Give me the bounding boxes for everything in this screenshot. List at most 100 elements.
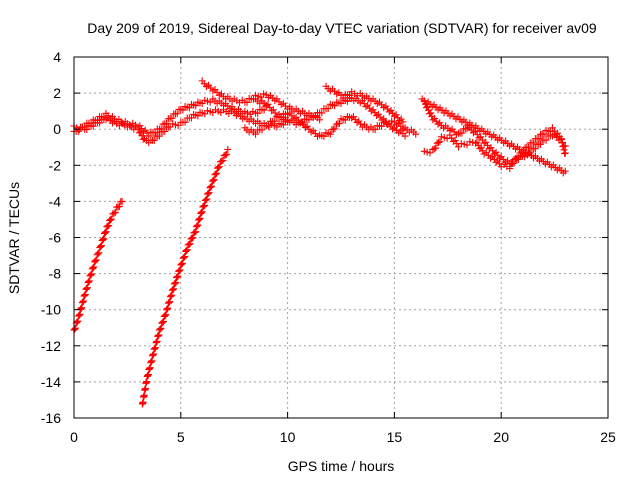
data-point [176,266,184,274]
data-point [412,130,420,138]
data-point [101,230,109,238]
data-point [166,298,174,306]
data-point [155,331,163,339]
data-point [364,101,372,109]
data-point [111,208,119,216]
y-tick-label: 4 [53,49,61,65]
data-point [154,332,162,340]
data-point [192,223,200,231]
data-point [134,123,142,131]
data-point [367,107,375,115]
data-point [376,113,384,121]
y-tick-label: -6 [49,230,62,246]
data-point [194,221,202,229]
data-point [179,106,187,114]
data-point [163,305,171,313]
x-tick-label: 25 [600,429,616,445]
data-point [100,235,108,243]
data-point [208,182,216,190]
data-point [146,365,154,373]
data-point [151,344,159,352]
data-point [170,285,178,293]
series-5 [198,77,324,124]
data-point [224,145,232,153]
data-point [189,234,197,242]
data-point [165,298,173,306]
data-point [175,267,183,275]
data-point [542,136,550,144]
data-point [436,138,444,146]
chart-title: Day 209 of 2019, Sidereal Day-to-day VTE… [87,20,597,36]
data-point [168,114,176,122]
data-point [75,311,83,319]
data-point [341,116,349,124]
data-point [89,264,97,272]
data-point [271,117,279,125]
data-point [199,203,207,211]
data-point [178,259,186,267]
data-point [110,209,118,217]
data-point [76,310,84,318]
data-point [175,267,183,275]
data-point [162,311,170,319]
x-axis-label: GPS time / hours [288,458,395,474]
data-point [163,119,171,127]
data-point [537,140,545,148]
x-tick-label: 10 [280,429,296,445]
data-point [554,129,562,137]
y-tick-label: -10 [41,302,61,318]
data-point [150,350,158,358]
data-point [185,104,193,112]
data-point [85,278,93,286]
data-point [103,223,111,231]
data-point [88,265,96,273]
data-point [178,260,186,268]
data-point [164,299,172,307]
data-point [118,197,126,205]
data-point [535,135,543,143]
data-point [210,176,218,184]
data-point [141,126,149,134]
data-point [144,371,152,379]
data-point [371,126,379,134]
data-point [277,114,285,122]
data-point [223,150,231,158]
data-point [115,202,123,210]
data-point [173,274,181,282]
data-point [149,351,157,359]
data-point [362,103,370,111]
data-point [446,131,454,139]
data-point [298,118,306,126]
data-point [85,277,93,285]
data-point [150,136,158,144]
data-point [98,236,106,244]
data-point [78,304,86,312]
data-point [374,110,382,118]
data-point [139,128,147,136]
data-point [482,138,490,146]
data-point [207,183,215,191]
data-point [92,256,100,264]
data-point [106,216,114,224]
y-tick-label: 0 [53,121,61,137]
data-point [84,279,92,287]
data-point [107,215,115,223]
data-point [170,280,178,288]
data-point [73,318,81,326]
data-point [77,304,85,312]
data-point [346,91,354,99]
data-point [188,234,196,242]
data-point [258,126,266,134]
data-point [196,214,204,222]
data-point [195,216,203,224]
data-point [99,236,107,244]
data-point [173,110,181,118]
data-point [193,222,201,230]
data-point [106,216,114,224]
data-point [145,366,153,374]
data-point [88,270,96,278]
data-point [90,263,98,271]
data-point [182,247,190,255]
data-point [154,332,162,340]
data-point [144,372,152,379]
